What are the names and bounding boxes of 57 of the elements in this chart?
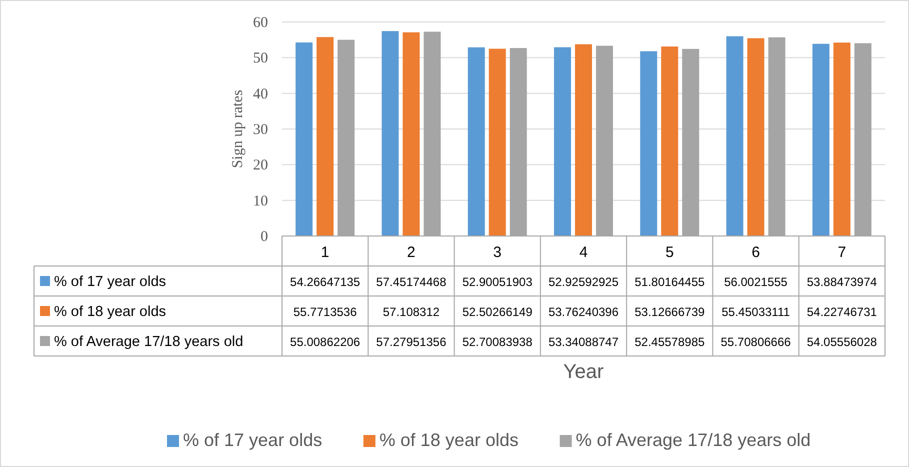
x-tick-label: 6 [752, 244, 760, 261]
data-label: 53.34088747 [548, 335, 619, 349]
x-tick-label: 2 [407, 244, 416, 261]
data-label: 52.70083938 [462, 335, 533, 349]
data-label: 54.05556028 [806, 335, 878, 349]
data-label: 53.76240396 [548, 305, 619, 319]
legend-label: % of 18 year olds [54, 304, 166, 320]
data-label: 52.50266149 [462, 305, 533, 319]
data-label: 55.45033111 [722, 305, 790, 319]
bar [468, 47, 485, 236]
data-label: 57.27951356 [376, 335, 447, 349]
bar [640, 51, 658, 236]
y-tick-label: 30 [253, 122, 268, 138]
data-label: 53.12666739 [634, 305, 705, 319]
x-axis-title: Year [563, 361, 604, 383]
data-label: 57.45174468 [376, 275, 447, 289]
y-tick-label: 0 [260, 229, 268, 245]
data-label: 56.0021555 [724, 275, 788, 289]
bar [833, 42, 850, 236]
bar [747, 38, 764, 236]
x-tick-label: 1 [320, 244, 330, 261]
text: % of 18 year olds [379, 430, 518, 450]
y-tick-label: 40 [253, 86, 268, 102]
data-label: 55.00862206 [290, 335, 360, 349]
text: % of Average 17/18 years old [576, 430, 811, 450]
data-label: 52.92592925 [548, 275, 619, 289]
bar [488, 48, 506, 236]
y-tick-label: 60 [253, 15, 268, 31]
bar [554, 47, 571, 236]
bar [726, 36, 744, 236]
data-label: 52.90051903 [462, 275, 533, 289]
data-label: 55.70806666 [720, 335, 792, 349]
bar [661, 46, 678, 236]
data-label: 55.7713536 [293, 305, 358, 319]
y-tick-label: 10 [253, 193, 268, 210]
text: % of 17 year olds [183, 430, 322, 450]
x-tick-label: 4 [579, 244, 588, 261]
data-label: 51.80164455 [634, 275, 705, 289]
bar [382, 31, 399, 236]
bar [296, 42, 313, 236]
x-tick-label: 7 [838, 244, 846, 261]
data-label: 57.108312 [382, 305, 440, 319]
legend-label: % of 17 year olds [54, 274, 166, 290]
bar [575, 44, 592, 236]
bar [402, 32, 420, 236]
data-label: 52.45578985 [634, 335, 705, 349]
data-label: 54.22746731 [806, 305, 878, 319]
x-tick-label: 3 [493, 244, 502, 261]
data-label: 54.26647135 [290, 275, 360, 289]
x-tick-label: 5 [665, 244, 674, 261]
data-label: 53.88473974 [806, 275, 878, 289]
bar [316, 37, 334, 236]
bar [812, 44, 830, 236]
y-tick-label: 20 [253, 158, 268, 174]
legend-label: % of Average 17/18 years old [54, 334, 244, 350]
y-axis-title: Sign up rates [230, 90, 246, 168]
y-tick-label: 50 [253, 50, 268, 67]
